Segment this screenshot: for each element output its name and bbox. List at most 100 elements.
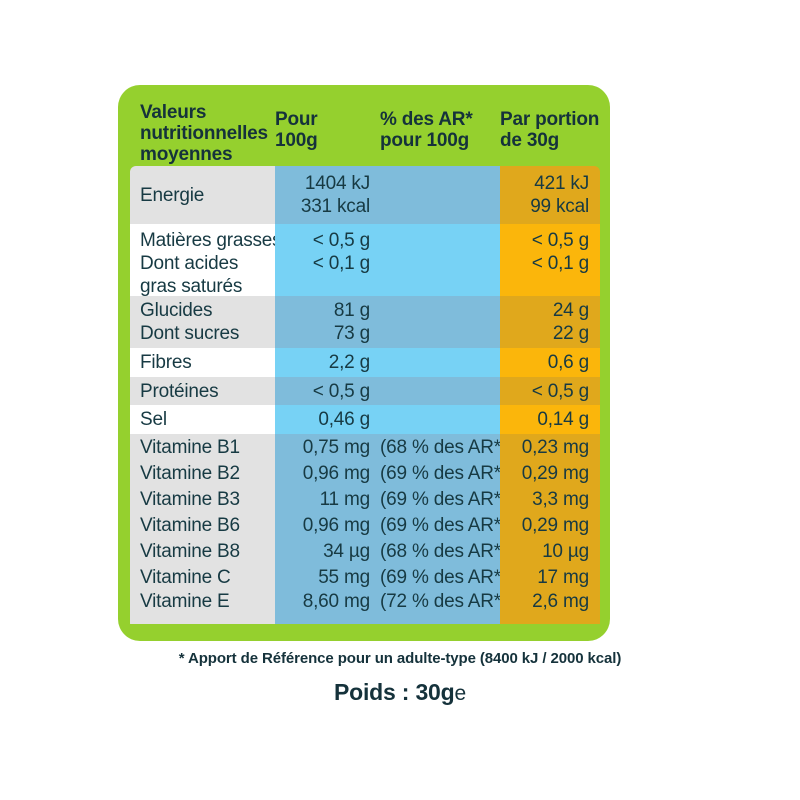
row-per100-value: 0,96 mg [302, 462, 370, 484]
row-label: Matières grasses [140, 230, 282, 251]
weight-label: Poids : 30g [334, 679, 455, 705]
row-per100-cell: 0,96 mg [275, 460, 380, 486]
header-title-cell: Valeurs nutritionnelles moyennes [130, 95, 275, 166]
row-ar-value: (68 % des AR*) [380, 540, 508, 562]
row-per100-line1: 0,46 g [318, 409, 370, 430]
row-portion-cell: < 0,5 g < 0,1 g [500, 224, 600, 296]
row-label: Vitamine C [140, 566, 231, 588]
row-portion-value: 0,29 mg [521, 514, 589, 536]
table-row-vitamin: Vitamine B8 34 µg (68 % des AR*) 10 µg [130, 538, 600, 564]
row-ar-cell [380, 405, 500, 434]
row-portion-line2: 99 kcal [530, 196, 589, 217]
row-per100-cell: 0,96 mg [275, 512, 380, 538]
row-label-cell: Protéines [130, 377, 275, 405]
row-ar-value: (72 % des AR*) [380, 591, 508, 612]
reference-footnote: * Apport de Référence pour un adulte-typ… [178, 650, 622, 667]
row-per100-line1: 1404 kJ [304, 173, 370, 194]
row-ar-value: (69 % des AR*) [380, 514, 508, 536]
row-label: Vitamine B8 [140, 540, 240, 562]
row-portion-value: 0,23 mg [521, 436, 589, 458]
row-per100-cell: 0,46 g [275, 405, 380, 434]
row-per100-value: 34 µg [323, 540, 370, 562]
row-portion-cell: 3,3 mg [500, 486, 600, 512]
table-row-vitamin: Vitamine B1 0,75 mg (68 % des AR*) 0,23 … [130, 434, 600, 460]
row-per100-value: 0,96 mg [302, 514, 370, 536]
row-label-cell: Vitamine B2 [130, 460, 275, 486]
row-portion-line1: 0,6 g [547, 352, 589, 373]
row-ar-cell [380, 377, 500, 405]
table-header: Valeurs nutritionnelles moyennes Pour 10… [130, 95, 600, 166]
row-label-cell: Fibres [130, 348, 275, 377]
row-label: Sel [140, 409, 167, 430]
row-sublabel-line1: Dont acides [140, 253, 239, 274]
row-per100-line1: < 0,5 g [312, 230, 370, 251]
row-per100-cell: < 0,5 g [275, 377, 380, 405]
row-per100-line2: 331 kcal [300, 196, 370, 217]
row-per100-cell: 55 mg [275, 564, 380, 590]
table-row: Fibres 2,2 g 0,6 g [130, 348, 600, 377]
row-label-cell: Vitamine B3 [130, 486, 275, 512]
header-per-portion-line1: Par portion [500, 109, 600, 130]
row-portion-line2: < 0,1 g [531, 253, 589, 274]
row-label-cell: Vitamine E [130, 590, 275, 624]
row-portion-cell: < 0,5 g [500, 377, 600, 405]
row-label-cell: Vitamine B1 [130, 434, 275, 460]
row-portion-line1: 24 g [552, 300, 589, 321]
header-per-100g-line2: 100g [275, 130, 318, 151]
row-per100-cell: 81 g 73 g [275, 296, 380, 348]
row-ar-cell: (69 % des AR*) [380, 564, 507, 590]
row-ar-cell [380, 224, 500, 296]
table-row-vitamin: Vitamine C 55 mg (69 % des AR*) 17 mg [130, 564, 600, 590]
row-per100-value: 8,60 mg [302, 591, 370, 612]
row-label-cell: Glucides Dont sucres [130, 296, 275, 348]
weight-line: Poids : 30ge [0, 679, 800, 706]
row-label: Glucides [140, 300, 213, 321]
row-per100-line1: 2,2 g [328, 352, 370, 373]
row-portion-value: 10 µg [542, 540, 589, 562]
row-per100-cell: 11 mg [275, 486, 380, 512]
row-sublabel-line2: gras saturés [140, 276, 243, 297]
row-portion-line1: < 0,5 g [531, 380, 589, 402]
row-portion-cell: 0,23 mg [500, 434, 600, 460]
row-ar-cell: (69 % des AR*) [380, 486, 508, 512]
row-ar-cell: (68 % des AR*) [380, 538, 508, 564]
row-label: Vitamine B6 [140, 514, 240, 536]
row-label: Fibres [140, 352, 192, 373]
row-portion-cell: 17 mg [500, 564, 600, 590]
row-per100-cell: < 0,5 g < 0,1 g [275, 224, 380, 296]
row-label-cell: Sel [130, 405, 275, 434]
row-label: Protéines [140, 380, 219, 402]
header-percent-ar-line2: pour 100g [380, 130, 469, 151]
header-per-portion: Par portion de 30g [500, 95, 600, 166]
table-row: Protéines < 0,5 g < 0,5 g [130, 377, 600, 405]
row-portion-cell: 10 µg [500, 538, 600, 564]
row-portion-cell: 0,14 g [500, 405, 600, 434]
header-percent-ar-line1: % des AR* [380, 109, 473, 130]
row-label-cell: Vitamine B8 [130, 538, 275, 564]
row-per100-cell: 2,2 g [275, 348, 380, 377]
row-per100-value: 11 mg [319, 488, 371, 510]
table-row-vitamin: Vitamine E 8,60 mg (72 % des AR*) 2,6 mg [130, 590, 600, 624]
table-row: Sel 0,46 g 0,14 g [130, 405, 600, 434]
header-title-line1: Valeurs [140, 102, 207, 123]
row-portion-cell: 0,29 mg [500, 460, 600, 486]
row-portion-value: 0,29 mg [521, 462, 589, 484]
row-label-cell: Matières grasses Dont acides gras saturé… [130, 224, 282, 297]
row-ar-cell: (69 % des AR*) [380, 512, 508, 538]
row-per100-line2: < 0,1 g [312, 253, 370, 274]
row-ar-value: (68 % des AR*) [380, 436, 508, 458]
row-label-cell: Vitamine B6 [130, 512, 275, 538]
table-row: Matières grasses Dont acides gras saturé… [130, 224, 600, 297]
table-row-vitamin: Vitamine B3 11 mg (69 % des AR*) 3,3 mg [130, 486, 600, 512]
row-ar-value: (69 % des AR*) [380, 488, 508, 510]
row-per100-cell: 34 µg [275, 538, 380, 564]
table-row-vitamin: Vitamine B2 0,96 mg (69 % des AR*) 0,29 … [130, 460, 600, 486]
row-ar-cell [380, 348, 500, 377]
row-portion-line2: 22 g [552, 323, 589, 344]
row-per100-cell: 0,75 mg [275, 434, 380, 460]
row-ar-cell: (69 % des AR*) [380, 460, 507, 486]
row-portion-cell: 0,6 g [500, 348, 600, 377]
row-per100-value: 55 mg [318, 566, 370, 588]
row-per100-value: 0,75 mg [302, 436, 370, 458]
